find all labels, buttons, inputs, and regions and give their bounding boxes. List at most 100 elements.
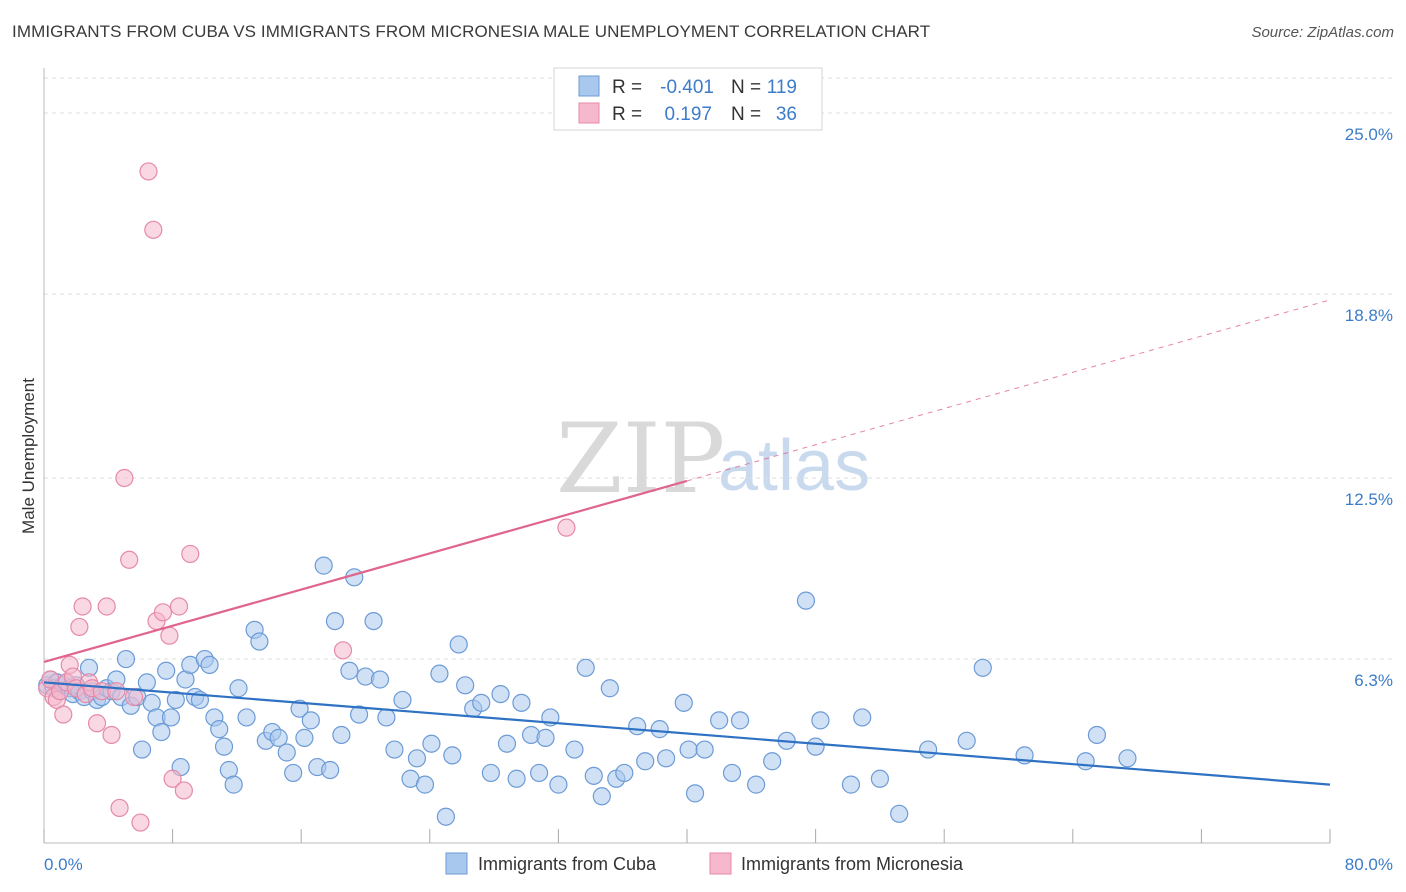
cuba-point-23 <box>132 740 152 759</box>
legend: R = -0.401 N = 119 R = 0.197 N = 36 <box>553 67 823 131</box>
bottom-legend: Immigrants from Cuba Immigrants from Mic… <box>445 852 964 875</box>
cuba-point-106 <box>722 763 742 783</box>
bottom-legend-label-cuba: Immigrants from Cuba <box>478 854 657 874</box>
cuba-point-57 <box>321 760 340 780</box>
micronesia-point-34 <box>333 641 353 660</box>
cuba-point-54 <box>301 711 320 730</box>
cuba-point-92 <box>584 766 603 785</box>
cuba-point-101 <box>674 693 693 712</box>
cuba-point-71 <box>415 775 435 794</box>
tick-labels: 6.3% 12.5% 18.8% 25.0% 0.0% 80.0% <box>44 125 1393 874</box>
cuba-point-93 <box>592 787 611 806</box>
cuba-point-62 <box>349 705 369 724</box>
trend-lines <box>43 299 1331 786</box>
cuba-point-124 <box>1118 749 1137 768</box>
cuba-point-103 <box>685 784 705 803</box>
cuba-point-123 <box>1087 725 1107 745</box>
cuba-point-117 <box>890 804 909 823</box>
x-tick-label-max: 80.0% <box>1345 855 1393 874</box>
legend-n-value-cuba: 119 <box>767 77 797 98</box>
cuba-point-39 <box>210 720 229 739</box>
cuba-point-119 <box>957 731 976 750</box>
micronesia-point-32 <box>174 781 193 800</box>
cuba-point-58 <box>325 611 345 631</box>
legend-r-label-micronesia: R = <box>612 104 642 125</box>
source-label: Source: ZipAtlas.com <box>1251 24 1394 41</box>
cuba-point-114 <box>841 775 861 794</box>
micronesia-point-5 <box>54 705 73 724</box>
bottom-legend-swatch-cuba <box>445 852 468 875</box>
cuba-point-68 <box>393 690 412 710</box>
micronesia-point-33 <box>181 544 200 564</box>
cuba-point-60 <box>340 661 359 680</box>
bottom-legend-swatch-micronesia <box>709 852 732 875</box>
cuba-point-109 <box>763 752 782 771</box>
cuba-point-79 <box>472 693 491 712</box>
cuba-point-104 <box>695 740 714 759</box>
micronesia-point-22 <box>120 550 139 569</box>
cuba-point-70 <box>407 749 427 768</box>
cuba-point-30 <box>166 690 185 710</box>
cuba-point-42 <box>224 775 243 794</box>
cuba-point-107 <box>730 711 750 730</box>
micronesia-point-21 <box>115 468 134 488</box>
series-cuba-points <box>38 556 1137 826</box>
cuba-point-90 <box>565 740 584 759</box>
micronesia-point-18 <box>102 725 121 745</box>
cuba-point-96 <box>615 763 634 783</box>
micronesia-point-24 <box>131 813 150 832</box>
cuba-point-105 <box>710 711 729 730</box>
cuba-point-102 <box>679 740 698 759</box>
cuba-point-64 <box>364 611 383 631</box>
cuba-point-80 <box>481 763 500 783</box>
cuba-point-87 <box>536 728 555 747</box>
cuba-point-65 <box>370 670 390 689</box>
cuba-point-112 <box>806 737 825 756</box>
micronesia-point-31 <box>169 597 189 616</box>
cuba-point-50 <box>277 743 296 762</box>
cuba-point-118 <box>919 740 938 759</box>
cuba-point-56 <box>314 556 333 575</box>
micronesia-point-28 <box>153 603 173 622</box>
watermark-atlas: atlas <box>718 426 870 506</box>
cuba-point-82 <box>497 734 517 753</box>
cuba-point-44 <box>237 708 256 727</box>
cuba-point-24 <box>137 673 156 692</box>
x-tick-label-min: 0.0% <box>44 855 83 874</box>
legend-swatch-micronesia <box>578 102 600 124</box>
cuba-point-116 <box>870 769 890 788</box>
cuba-point-40 <box>214 737 234 756</box>
micronesia-point-35 <box>557 518 576 537</box>
legend-n-value-micronesia: 36 <box>776 104 797 125</box>
cuba-point-37 <box>200 655 219 674</box>
cuba-point-66 <box>377 708 396 727</box>
legend-r-value-micronesia: 0.197 <box>664 104 712 125</box>
cuba-point-108 <box>747 775 766 794</box>
cuba-point-83 <box>507 769 526 788</box>
trend-line-micronesia-extension <box>686 299 1331 482</box>
cuba-point-97 <box>628 717 647 736</box>
cuba-point-76 <box>449 635 468 654</box>
chart-title: IMMIGRANTS FROM CUBA VS IMMIGRANTS FROM … <box>12 22 931 41</box>
cuba-point-81 <box>491 684 510 704</box>
bottom-legend-label-micronesia: Immigrants from Micronesia <box>741 854 964 874</box>
cuba-point-122 <box>1076 752 1095 771</box>
cuba-point-52 <box>290 699 309 718</box>
legend-n-label-cuba: N = <box>731 77 761 98</box>
cuba-point-77 <box>456 676 475 695</box>
cuba-point-73 <box>430 664 449 683</box>
cuba-point-74 <box>436 807 455 826</box>
micronesia-point-30 <box>163 769 182 788</box>
watermark-zip: ZIP <box>556 403 725 515</box>
cuba-point-49 <box>269 728 288 747</box>
cuba-point-43 <box>229 679 248 698</box>
y-tick-label-1: 12.5% <box>1345 490 1393 509</box>
micronesia-point-15 <box>87 714 107 733</box>
y-axis-label: Male Unemployment <box>19 378 38 534</box>
legend-swatch-cuba <box>578 75 600 97</box>
micronesia-point-25 <box>139 162 158 181</box>
cuba-point-84 <box>512 693 531 712</box>
legend-r-label-cuba: R = <box>612 77 642 98</box>
cuba-point-111 <box>796 591 816 610</box>
cuba-point-29 <box>161 708 181 727</box>
